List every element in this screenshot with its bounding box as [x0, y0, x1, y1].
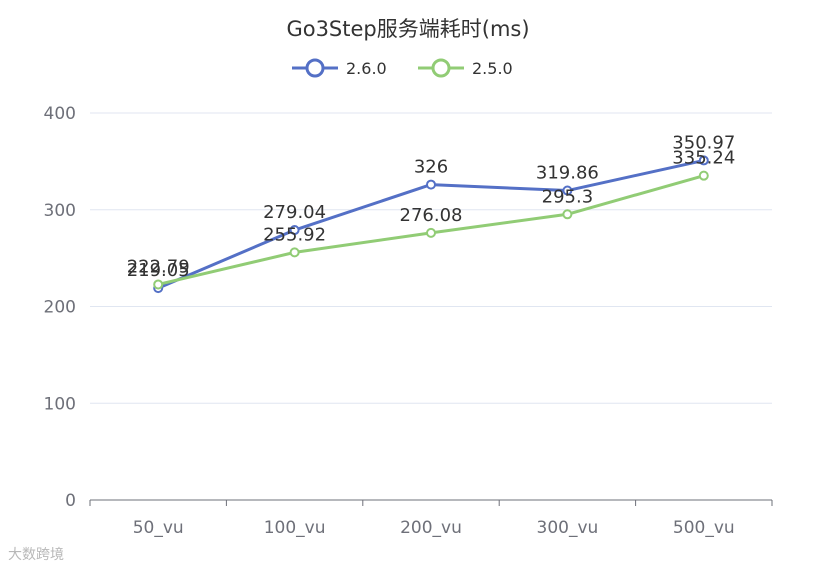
data-label: 279.04 [263, 202, 326, 223]
legend-item-2.6.0[interactable]: 2.6.0 [292, 58, 387, 78]
data-label: 222.79 [127, 256, 190, 277]
legend-item-2.5.0[interactable]: 2.5.0 [418, 58, 513, 78]
data-point [426, 227, 436, 238]
legend[interactable]: 2.6.0 2.5.0 [292, 58, 513, 78]
data-label: 326 [414, 157, 448, 178]
data-point [562, 185, 573, 196]
x-tick-label: 500_vu [673, 518, 735, 538]
data-point [698, 170, 709, 181]
legend-label: 2.5.0 [472, 59, 513, 78]
watermark-text: 大数跨境 [8, 547, 64, 563]
data-point [698, 155, 709, 166]
legend-circle-icon [431, 58, 451, 78]
data-labels: 219.05 279.04 326 319.86 350.97 222.79 255.92 2… [127, 132, 736, 281]
grid-lines [90, 112, 772, 404]
data-point [153, 279, 164, 290]
data-label: 295.3 [542, 186, 594, 207]
x-tick-label: 50_vu [133, 518, 184, 538]
legend-label: 2.6.0 [346, 59, 387, 78]
x-tick-label: 200_vu [400, 518, 462, 538]
y-tick-label: 300 [44, 201, 76, 221]
data-label: 335.24 [672, 148, 735, 169]
x-tick-label: 100_vu [264, 518, 326, 538]
axes: 0 100 200 300 400 50_vu 100_vu 200_vu 300_vu 500_… [44, 104, 773, 538]
data-label: 350.97 [672, 132, 735, 153]
y-tick-label: 200 [44, 298, 76, 318]
data-label: 276.08 [400, 205, 463, 226]
data-label: 255.92 [263, 224, 326, 245]
data-point [289, 225, 300, 236]
series-group [153, 155, 709, 294]
data-point [426, 179, 436, 190]
legend-circle-icon [305, 58, 325, 78]
chart-title: Go3Step服务端耗时(ms) [286, 17, 529, 41]
data-label: 219.05 [127, 260, 190, 281]
x-tick-label: 300_vu [537, 518, 599, 538]
y-tick-label: 0 [65, 491, 76, 511]
data-point [562, 209, 573, 220]
data-label: 319.86 [536, 163, 599, 184]
y-tick-label: 100 [44, 394, 76, 414]
data-point [289, 247, 300, 258]
y-tick-label: 400 [44, 104, 76, 124]
